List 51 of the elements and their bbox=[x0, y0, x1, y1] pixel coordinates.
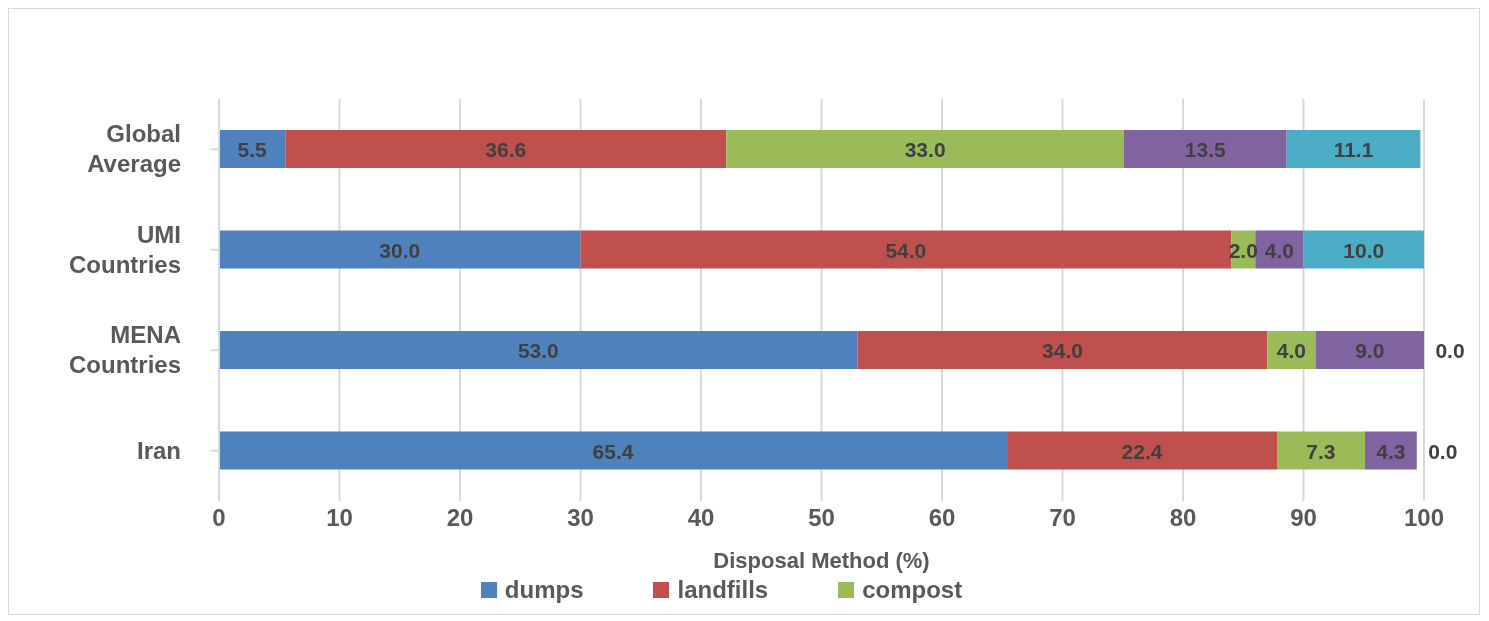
data-label: 36.6 bbox=[485, 138, 527, 161]
bar bbox=[1123, 130, 1287, 168]
bar bbox=[219, 431, 1008, 470]
bar bbox=[219, 331, 858, 369]
bar bbox=[1267, 331, 1316, 369]
x-tick-label: 0 bbox=[212, 504, 226, 532]
data-label: 34.0 bbox=[1042, 339, 1083, 362]
data-label: 4.0 bbox=[1264, 238, 1294, 262]
y-tick-label: UMI Countries bbox=[68, 220, 181, 278]
data-label: 9.0 bbox=[1355, 339, 1385, 362]
bar bbox=[285, 130, 727, 168]
x-tick-label: 80 bbox=[1169, 504, 1197, 532]
data-label: 10.0 bbox=[1343, 238, 1385, 262]
data-label: 0.0 bbox=[1435, 339, 1465, 363]
x-tick-label: 10 bbox=[326, 504, 353, 532]
bar bbox=[857, 331, 1268, 369]
x-tick-label: 20 bbox=[446, 504, 474, 532]
bar bbox=[1315, 331, 1424, 369]
data-label: 4.3 bbox=[1376, 439, 1406, 463]
y-tick-label: Global Average bbox=[87, 120, 181, 178]
x-tick-label: 30 bbox=[567, 504, 594, 532]
data-label: 11.1 bbox=[1333, 138, 1374, 161]
legend-label: dumps bbox=[503, 576, 584, 604]
bar bbox=[1303, 230, 1424, 269]
x-tick-label: 70 bbox=[1049, 504, 1076, 532]
data-label: 33.0 bbox=[904, 138, 946, 161]
y-tick-label: Iran bbox=[136, 436, 181, 464]
data-label: 4.0 bbox=[1276, 339, 1307, 362]
bar bbox=[1286, 130, 1421, 168]
legend-label: compost bbox=[861, 576, 963, 604]
data-label: 7.3 bbox=[1306, 439, 1336, 463]
x-axis-title: Disposal Method (%) bbox=[713, 548, 930, 573]
x-tick-label: 100 bbox=[1403, 504, 1445, 532]
bar bbox=[1276, 431, 1365, 470]
bar bbox=[219, 230, 581, 269]
x-tick-label: 60 bbox=[928, 504, 956, 532]
x-tick-label: 90 bbox=[1290, 504, 1317, 532]
bar bbox=[726, 130, 1124, 168]
data-label: 5.5 bbox=[237, 138, 268, 161]
data-label: 53.0 bbox=[517, 339, 559, 362]
legend-label: landfills bbox=[676, 576, 769, 604]
x-tick-label: 40 bbox=[687, 504, 715, 532]
data-label: 54.0 bbox=[885, 238, 927, 262]
y-tick-label: MENA Countries bbox=[68, 321, 181, 379]
bar bbox=[1007, 431, 1277, 470]
x-tick-label: 50 bbox=[808, 504, 835, 532]
data-label: 13.5 bbox=[1184, 138, 1227, 161]
data-label: 65.4 bbox=[592, 439, 634, 463]
data-label: 0.0 bbox=[1428, 439, 1458, 463]
data-label: 30.0 bbox=[379, 238, 421, 262]
data-label: 22.4 bbox=[1121, 439, 1163, 463]
